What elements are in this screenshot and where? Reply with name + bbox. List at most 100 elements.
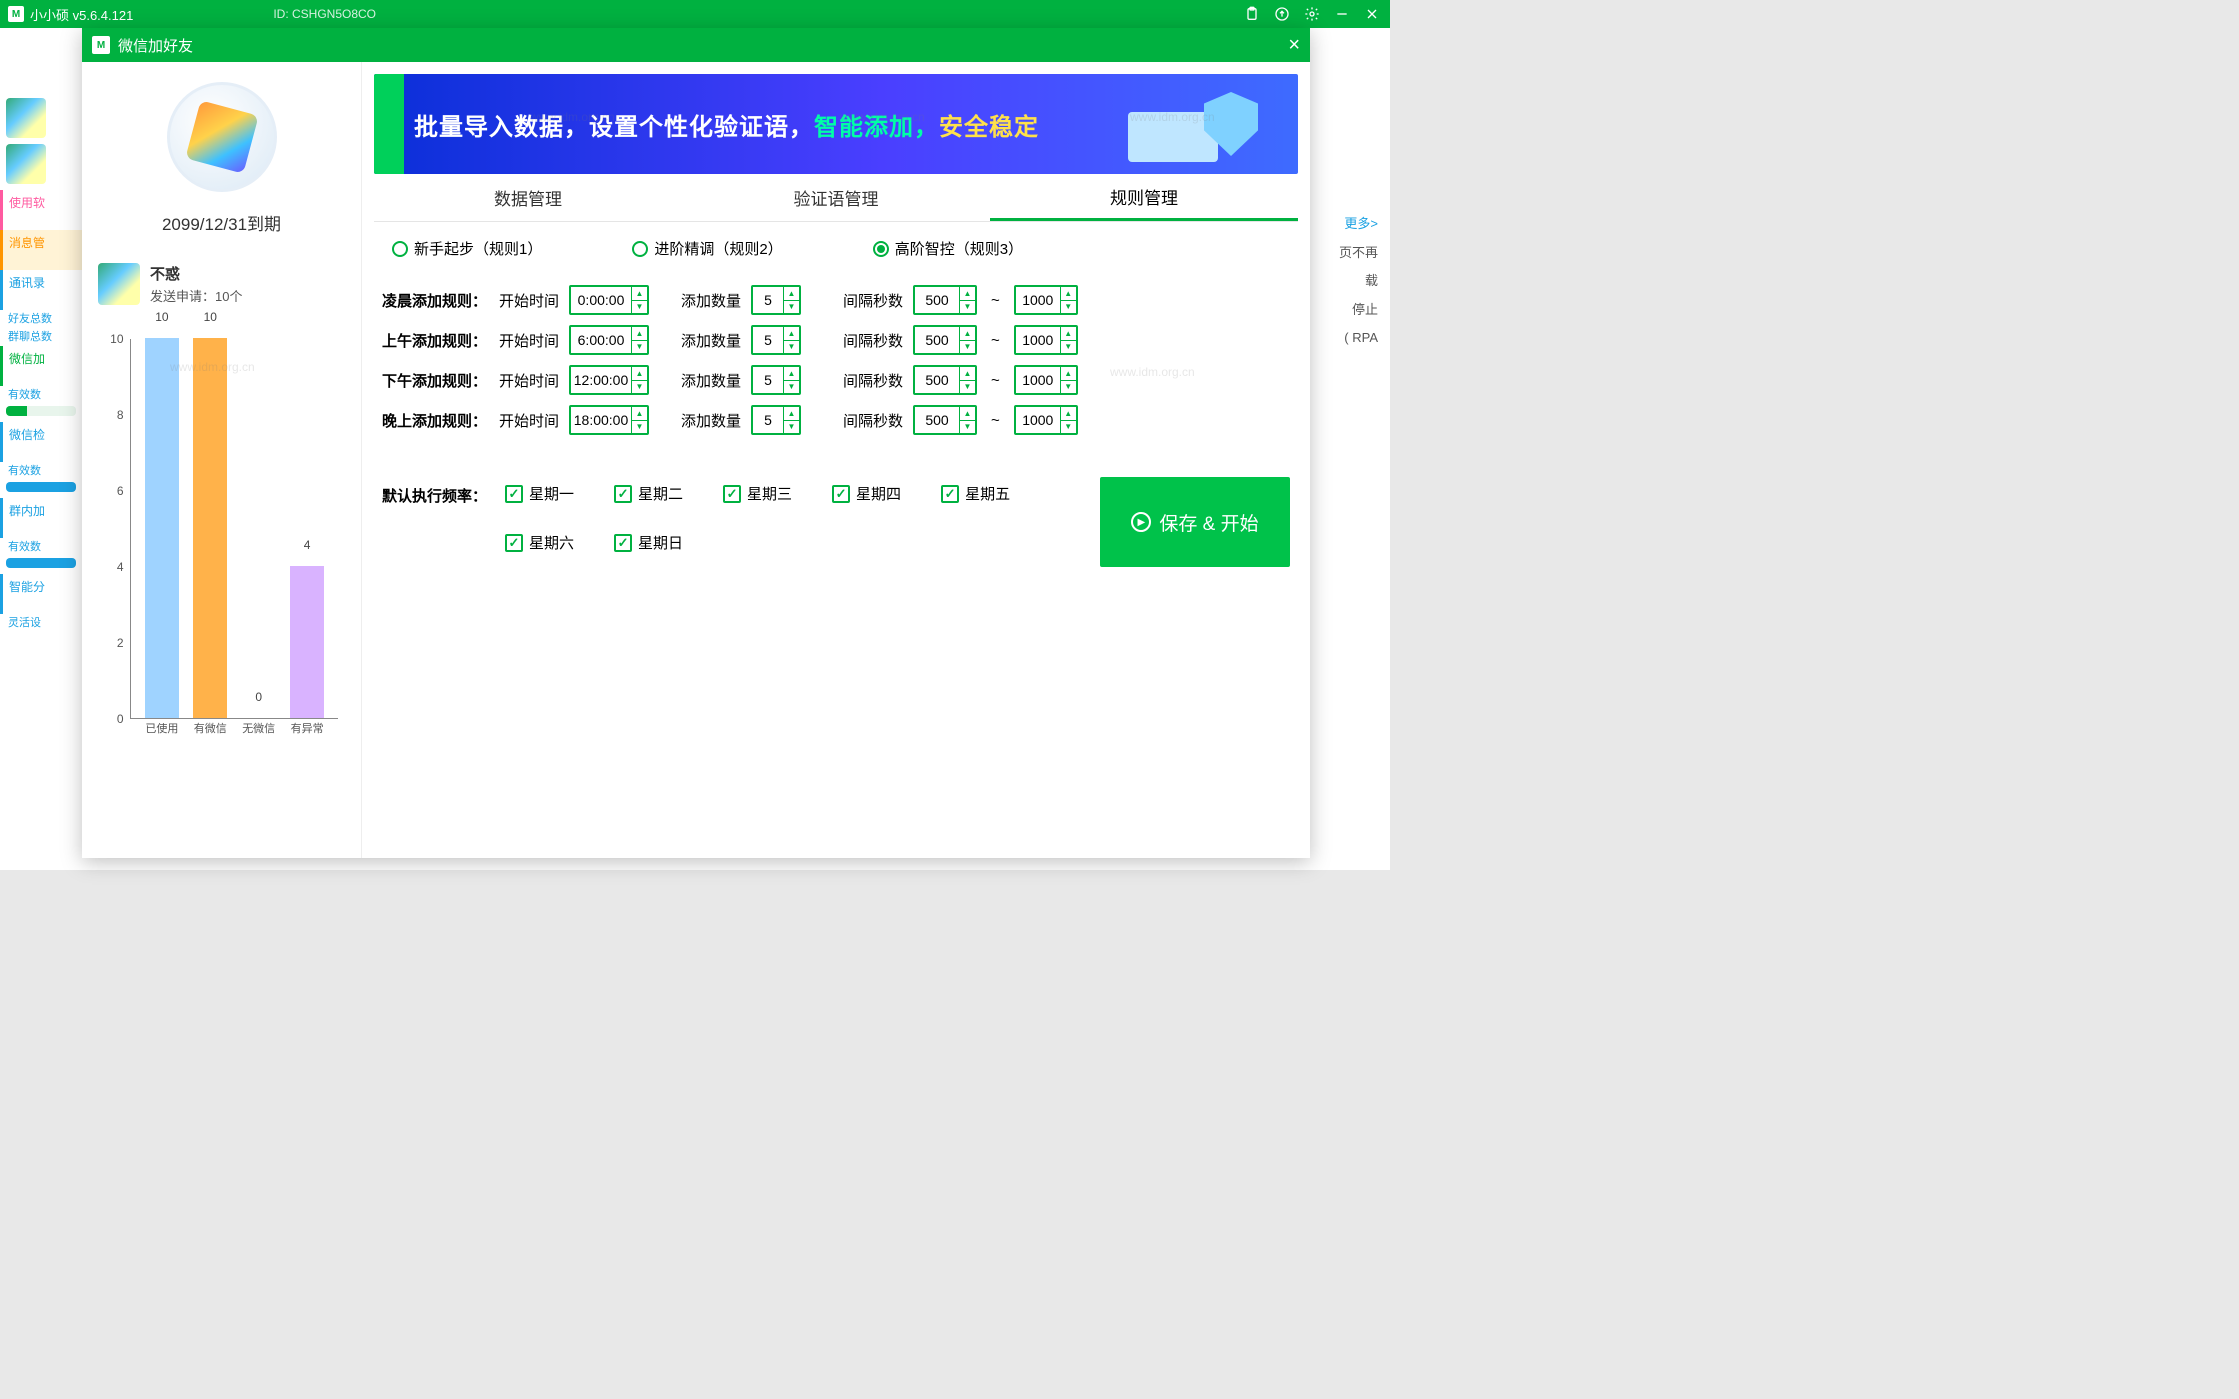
spinner-input[interactable] bbox=[571, 367, 631, 393]
up-icon[interactable]: ▲ bbox=[1061, 287, 1076, 301]
number-spinner[interactable]: ▲▼ bbox=[913, 285, 977, 315]
up-icon[interactable]: ▲ bbox=[1061, 327, 1076, 341]
spinner-input[interactable] bbox=[915, 327, 959, 353]
tab[interactable]: 数据管理 bbox=[374, 174, 682, 221]
spinner-input[interactable] bbox=[1016, 287, 1060, 313]
sidebar-item[interactable]: 智能分 bbox=[0, 574, 82, 614]
clipboard-icon[interactable] bbox=[1242, 4, 1262, 24]
day-checkbox[interactable]: ✓星期五 bbox=[941, 483, 1010, 504]
down-icon[interactable]: ▼ bbox=[632, 421, 647, 434]
number-spinner[interactable]: ▲▼ bbox=[913, 405, 977, 435]
up-icon[interactable]: ▲ bbox=[784, 407, 799, 421]
sidebar-item[interactable]: 使用软 bbox=[0, 190, 82, 230]
up-icon[interactable]: ▲ bbox=[960, 367, 975, 381]
rule-radio[interactable]: 进阶精调（规则2） bbox=[632, 238, 782, 259]
down-icon[interactable]: ▼ bbox=[632, 341, 647, 354]
more-link[interactable]: 更多> bbox=[1339, 210, 1378, 239]
spinner-input[interactable] bbox=[1016, 367, 1060, 393]
up-icon[interactable]: ▲ bbox=[1061, 367, 1076, 381]
spinner-input[interactable] bbox=[571, 287, 631, 313]
up-icon[interactable]: ▲ bbox=[632, 407, 647, 421]
number-spinner[interactable]: ▲▼ bbox=[569, 285, 649, 315]
up-icon[interactable]: ▲ bbox=[784, 367, 799, 381]
day-checkbox[interactable]: ✓星期三 bbox=[723, 483, 792, 504]
day-checkbox[interactable]: ✓星期四 bbox=[832, 483, 901, 504]
down-icon[interactable]: ▼ bbox=[960, 301, 975, 314]
number-spinner[interactable]: ▲▼ bbox=[751, 325, 801, 355]
spinner-input[interactable] bbox=[753, 367, 783, 393]
day-checkbox[interactable]: ✓星期六 bbox=[505, 532, 574, 553]
spinner-input[interactable] bbox=[915, 407, 959, 433]
spinner-input[interactable] bbox=[753, 407, 783, 433]
tab[interactable]: 规则管理 bbox=[990, 174, 1298, 221]
avatar[interactable] bbox=[6, 144, 46, 184]
spinner-input[interactable] bbox=[915, 287, 959, 313]
spinner-input[interactable] bbox=[571, 327, 631, 353]
spinner-input[interactable] bbox=[1016, 327, 1060, 353]
y-tick: 0 bbox=[102, 712, 124, 726]
sidebar-item[interactable]: 通讯录 bbox=[0, 270, 82, 310]
down-icon[interactable]: ▼ bbox=[1061, 341, 1076, 354]
sidebar-item[interactable]: 群内加 bbox=[0, 498, 82, 538]
day-checkbox[interactable]: ✓星期二 bbox=[614, 483, 683, 504]
day-checkbox[interactable]: ✓星期日 bbox=[614, 532, 683, 553]
up-icon[interactable]: ▲ bbox=[960, 287, 975, 301]
down-icon[interactable]: ▼ bbox=[784, 301, 799, 314]
rule-radio[interactable]: 新手起步（规则1） bbox=[392, 238, 542, 259]
number-spinner[interactable]: ▲▼ bbox=[1014, 365, 1078, 395]
up-icon[interactable]: ▲ bbox=[632, 327, 647, 341]
sidebar-item[interactable]: 消息管 bbox=[0, 230, 82, 270]
sidebar-item[interactable]: 微信检 bbox=[0, 422, 82, 462]
number-spinner[interactable]: ▲▼ bbox=[569, 365, 649, 395]
number-spinner[interactable]: ▲▼ bbox=[1014, 285, 1078, 315]
close-icon[interactable]: × bbox=[1288, 35, 1300, 55]
up-icon[interactable]: ▲ bbox=[632, 287, 647, 301]
up-icon[interactable]: ▲ bbox=[632, 367, 647, 381]
spinner-input[interactable] bbox=[571, 407, 631, 433]
up-icon[interactable]: ▲ bbox=[1061, 407, 1076, 421]
save-start-button[interactable]: ▶ 保存 & 开始 bbox=[1100, 477, 1290, 567]
label: 间隔秒数 bbox=[841, 410, 903, 431]
number-spinner[interactable]: ▲▼ bbox=[751, 405, 801, 435]
spinner-input[interactable] bbox=[753, 287, 783, 313]
up-icon[interactable]: ▲ bbox=[960, 407, 975, 421]
down-icon[interactable]: ▼ bbox=[1061, 381, 1076, 394]
down-icon[interactable]: ▼ bbox=[784, 341, 799, 354]
spinner-input[interactable] bbox=[1016, 407, 1060, 433]
spinner-input[interactable] bbox=[753, 327, 783, 353]
number-spinner[interactable]: ▲▼ bbox=[751, 285, 801, 315]
number-spinner[interactable]: ▲▼ bbox=[569, 325, 649, 355]
down-icon[interactable]: ▼ bbox=[632, 381, 647, 394]
number-spinner[interactable]: ▲▼ bbox=[569, 405, 649, 435]
avatar bbox=[98, 263, 140, 305]
upload-icon[interactable] bbox=[1272, 4, 1292, 24]
down-icon[interactable]: ▼ bbox=[960, 341, 975, 354]
tab[interactable]: 验证语管理 bbox=[682, 174, 990, 221]
down-icon[interactable]: ▼ bbox=[1061, 421, 1076, 434]
number-spinner[interactable]: ▲▼ bbox=[913, 325, 977, 355]
up-icon[interactable]: ▲ bbox=[784, 327, 799, 341]
down-icon[interactable]: ▼ bbox=[960, 421, 975, 434]
down-icon[interactable]: ▼ bbox=[784, 381, 799, 394]
up-icon[interactable]: ▲ bbox=[784, 287, 799, 301]
number-spinner[interactable]: ▲▼ bbox=[913, 365, 977, 395]
minimize-icon[interactable] bbox=[1332, 4, 1352, 24]
up-icon[interactable]: ▲ bbox=[960, 327, 975, 341]
rule-radio[interactable]: 高阶智控（规则3） bbox=[873, 238, 1023, 259]
down-icon[interactable]: ▼ bbox=[960, 381, 975, 394]
sidebar-item[interactable]: 微信加 bbox=[0, 346, 82, 386]
avatar[interactable] bbox=[6, 98, 46, 138]
day-checkbox[interactable]: ✓星期一 bbox=[505, 483, 574, 504]
spinner-input[interactable] bbox=[915, 367, 959, 393]
down-icon[interactable]: ▼ bbox=[784, 421, 799, 434]
number-spinner[interactable]: ▲▼ bbox=[751, 365, 801, 395]
number-spinner[interactable]: ▲▼ bbox=[1014, 405, 1078, 435]
number-spinner[interactable]: ▲▼ bbox=[1014, 325, 1078, 355]
sidebar-sub: 好友总数 bbox=[0, 310, 82, 328]
down-icon[interactable]: ▼ bbox=[1061, 301, 1076, 314]
gear-icon[interactable] bbox=[1302, 4, 1322, 24]
down-icon[interactable]: ▼ bbox=[632, 301, 647, 314]
close-icon[interactable] bbox=[1362, 4, 1382, 24]
rule-row: 凌晨添加规则：开始时间▲▼添加数量▲▼间隔秒数▲▼~▲▼ bbox=[382, 285, 1290, 315]
save-label: 保存 & 开始 bbox=[1159, 509, 1258, 536]
